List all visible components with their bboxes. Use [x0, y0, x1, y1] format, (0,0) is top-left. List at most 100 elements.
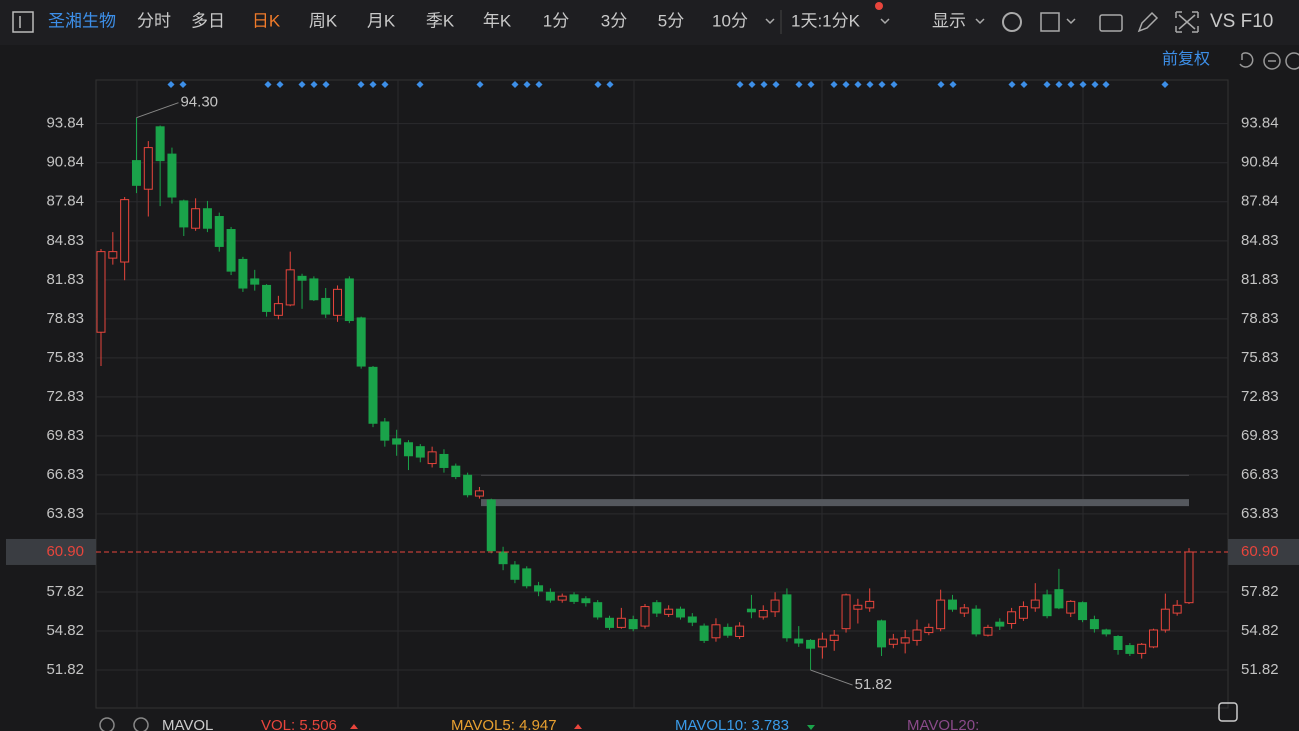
ib-close[interactable]: [133, 717, 149, 731]
candle-body: [675, 608, 685, 618]
event-marker: [179, 80, 187, 89]
vs-f10[interactable]: VS F10: [1210, 11, 1273, 32]
adjust-mode[interactable]: 前复权: [1162, 50, 1210, 68]
menu-icon[interactable]: [12, 11, 34, 33]
y-tick-label: 78.83: [46, 310, 84, 327]
ib-name[interactable]: MAVOL: [162, 717, 213, 731]
last-price-box: [6, 538, 96, 565]
candle-body: [711, 624, 721, 639]
period-tab[interactable]: 日K: [252, 11, 281, 30]
event-marker: [606, 80, 614, 89]
period-tab[interactable]: 3分: [601, 11, 627, 30]
candle-body: [191, 208, 201, 229]
y-tick-label: 72.83: [46, 388, 84, 405]
stock-name[interactable]: 圣湘生物: [48, 11, 116, 30]
trend-arrow: [807, 725, 815, 730]
candle-body: [569, 594, 579, 602]
candle-body: [344, 278, 354, 322]
candle-body: [936, 599, 946, 630]
y-tick-label: 51.82: [46, 661, 84, 678]
zoom-out-icon[interactable]: [1263, 52, 1281, 70]
event-marker: [949, 80, 957, 89]
max-label: 94.30: [180, 94, 218, 111]
candle-body: [605, 617, 615, 628]
period-tab[interactable]: 周K: [309, 11, 338, 30]
candle-body: [806, 639, 816, 649]
event-marker: [535, 80, 543, 89]
ib-item: VOL: 5.506: [261, 717, 337, 731]
candle-body: [841, 594, 851, 630]
candle-body: [664, 608, 674, 615]
period-tab[interactable]: 10分: [712, 11, 748, 30]
period-tab[interactable]: 月K: [367, 11, 396, 30]
candle-body: [947, 599, 957, 610]
last-price-label: 60.90: [46, 543, 84, 560]
period-tab[interactable]: 1分: [543, 11, 569, 30]
candle-body: [912, 629, 922, 641]
candle-body: [297, 275, 307, 281]
y-tick-label: 87.84: [46, 193, 84, 210]
candle-body: [415, 446, 425, 458]
candle-body: [1078, 602, 1088, 621]
candle-body: [971, 608, 981, 635]
event-marker: [807, 80, 815, 89]
event-marker: [772, 80, 780, 89]
event-marker: [842, 80, 850, 89]
event-marker: [476, 80, 484, 89]
y2-tick-label: 66.83: [1241, 466, 1279, 483]
event-marker: [357, 80, 365, 89]
period-tab[interactable]: 分时: [137, 11, 171, 30]
candle-body: [143, 147, 153, 190]
settings-icon[interactable]: [1002, 12, 1022, 32]
candle-body: [474, 490, 484, 497]
event-marker: [310, 80, 318, 89]
candle-body: [1172, 604, 1182, 614]
checkbox-icon[interactable]: [1040, 12, 1060, 32]
pen-icon[interactable]: [1137, 11, 1159, 33]
period-select[interactable]: 1天:1分K: [791, 11, 861, 30]
camera-icon[interactable]: [1099, 14, 1123, 32]
candle-body: [522, 568, 532, 587]
period-tab[interactable]: 年K: [483, 11, 512, 30]
candle-body: [1042, 594, 1052, 617]
plot-frame: [95, 79, 1229, 709]
candle-body: [829, 634, 839, 641]
candle-body: [498, 551, 508, 565]
candle-body: [1101, 629, 1111, 635]
period-tabs: 分时 多日 日K 周K 月K 季K 年K 1分 3分 5分 10分: [137, 11, 748, 30]
trend-arrow: [350, 724, 358, 729]
period-tab[interactable]: 5分: [658, 11, 684, 30]
y2-tick-label: 51.82: [1241, 661, 1279, 678]
candle-body: [593, 602, 603, 618]
candle-body: [1089, 619, 1099, 630]
undo-icon[interactable]: [1239, 52, 1254, 68]
y-tick-label: 90.84: [46, 154, 84, 171]
y-tick-label: 57.82: [46, 583, 84, 600]
display-menu[interactable]: 显示: [932, 11, 966, 30]
candle-body: [865, 600, 875, 609]
event-marker: [369, 80, 377, 89]
candle-body: [439, 453, 449, 468]
candle-body: [924, 626, 934, 634]
ib-settings[interactable]: [99, 717, 115, 731]
candle-body: [545, 591, 555, 601]
candle-body: [179, 200, 189, 228]
candle-body: [285, 269, 295, 306]
y2-tick-label: 84.83: [1241, 232, 1279, 249]
candle-body: [403, 442, 413, 457]
y2-tick-label: 75.83: [1241, 349, 1279, 366]
toolbar: [0, 0, 1299, 45]
fullscreen-icon[interactable]: [1175, 11, 1199, 33]
event-marker: [1008, 80, 1016, 89]
candle-body: [250, 278, 260, 285]
event-marker: [937, 80, 945, 89]
y2-tick-label: 78.83: [1241, 310, 1279, 327]
candle-body: [108, 251, 118, 259]
zoom-in-icon[interactable]: [1285, 52, 1299, 70]
period-tab[interactable]: 季K: [426, 11, 455, 30]
candle-body: [226, 229, 236, 272]
period-tab[interactable]: 多日: [191, 11, 225, 30]
candle-body: [380, 421, 390, 441]
candle-body: [262, 284, 272, 312]
